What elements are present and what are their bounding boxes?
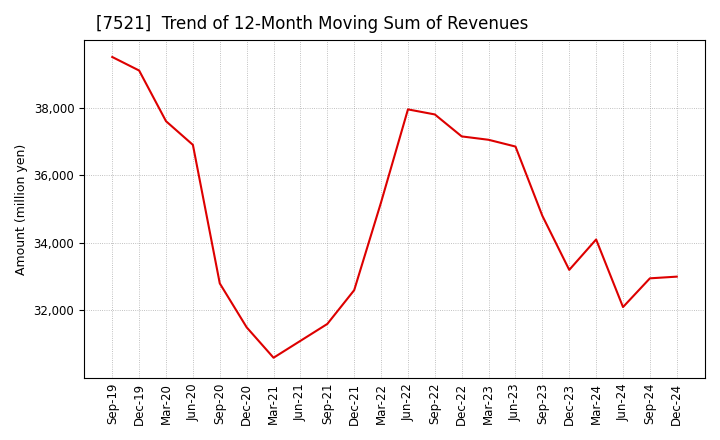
Y-axis label: Amount (million yen): Amount (million yen) [15,143,28,275]
Text: [7521]  Trend of 12-Month Moving Sum of Revenues: [7521] Trend of 12-Month Moving Sum of R… [96,15,528,33]
